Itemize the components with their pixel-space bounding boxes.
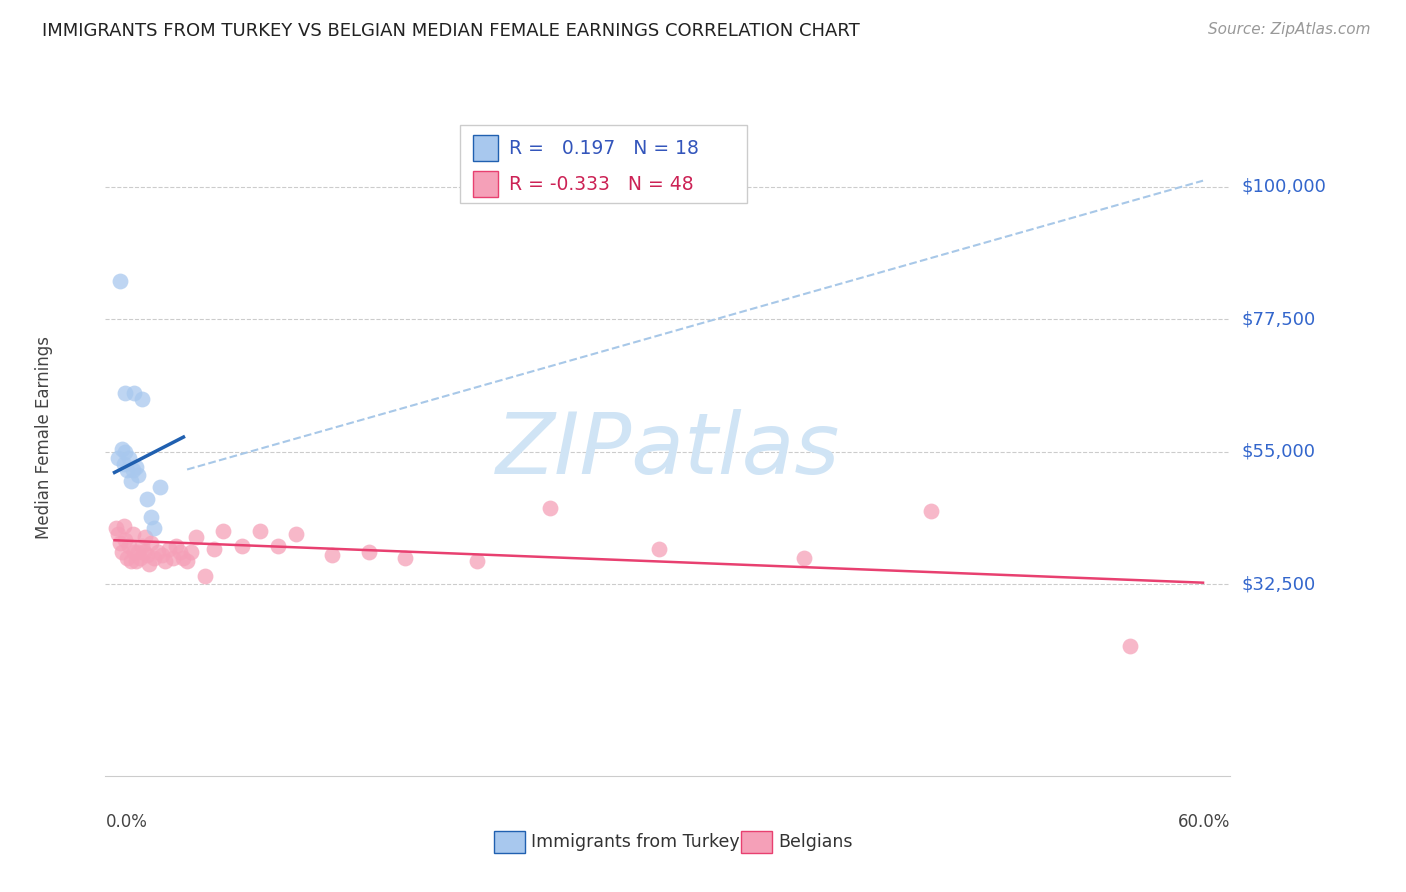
Point [107,450,129,465]
Point [121,462,143,476]
Point [114,445,136,459]
Point [162,550,184,565]
Point [131,392,153,406]
Text: Belgians: Belgians [778,833,852,851]
Text: Immigrants from Turkey: Immigrants from Turkey [530,833,740,851]
Point [149,480,172,494]
Point [139,536,162,550]
Point [120,475,142,489]
Point [538,500,561,515]
Point [134,530,156,544]
Point [108,536,131,550]
Point [112,457,135,471]
Point [139,509,162,524]
Point [920,504,942,518]
Point [124,385,146,400]
Point [127,545,149,559]
Text: R = -0.333   N = 48: R = -0.333 N = 48 [509,175,695,194]
Point [105,521,128,535]
Point [357,545,380,559]
Point [169,545,191,559]
Text: Source: ZipAtlas.com: Source: ZipAtlas.com [1208,22,1371,37]
Point [111,545,134,559]
Point [114,533,136,548]
Point [129,550,152,565]
Point [125,459,148,474]
Point [107,527,129,541]
Text: R =   0.197   N = 18: R = 0.197 N = 18 [509,139,699,158]
Point [212,524,235,539]
Point [124,545,146,559]
Point [186,530,208,544]
Text: $55,000: $55,000 [1241,442,1316,461]
Point [180,545,202,559]
Bar [494,831,524,853]
Point [143,550,166,565]
Text: $100,000: $100,000 [1241,178,1326,195]
Point [143,521,166,535]
Point [136,491,159,506]
Point [146,545,169,559]
Text: ZIPatlas: ZIPatlas [496,409,839,492]
Point [194,568,217,582]
Point [131,539,153,553]
Bar [474,171,498,197]
Point [267,539,290,553]
Point [467,554,489,568]
Text: 0.0%: 0.0% [105,814,148,831]
Point [321,548,343,562]
Point [231,539,253,553]
Point [136,548,159,562]
Point [118,450,141,465]
Point [165,539,187,553]
Point [114,385,136,400]
Point [1119,640,1142,654]
Text: IMMIGRANTS FROM TURKEY VS BELGIAN MEDIAN FEMALE EARNINGS CORRELATION CHART: IMMIGRANTS FROM TURKEY VS BELGIAN MEDIAN… [42,22,860,40]
Point [115,462,138,476]
Point [284,527,307,541]
Bar [474,136,498,161]
Text: $32,500: $32,500 [1241,575,1316,593]
Point [202,542,225,557]
Point [115,550,138,565]
Point [121,527,143,541]
Point [648,542,671,557]
Point [155,554,177,568]
Point [108,274,131,288]
Point [150,548,173,562]
Point [172,550,194,565]
Point [125,554,148,568]
Point [249,524,271,539]
Point [127,468,149,483]
FancyBboxPatch shape [460,125,747,203]
Bar [741,831,772,853]
Point [793,550,815,565]
Point [157,542,180,557]
Point [118,539,141,553]
Point [138,557,160,571]
Point [394,550,416,565]
Point [112,518,135,533]
Point [111,442,134,456]
Text: $77,500: $77,500 [1241,310,1316,328]
Text: 60.0%: 60.0% [1178,814,1230,831]
Text: Median Female Earnings: Median Female Earnings [35,335,52,539]
Point [120,554,142,568]
Point [132,545,155,559]
Point [176,554,198,568]
